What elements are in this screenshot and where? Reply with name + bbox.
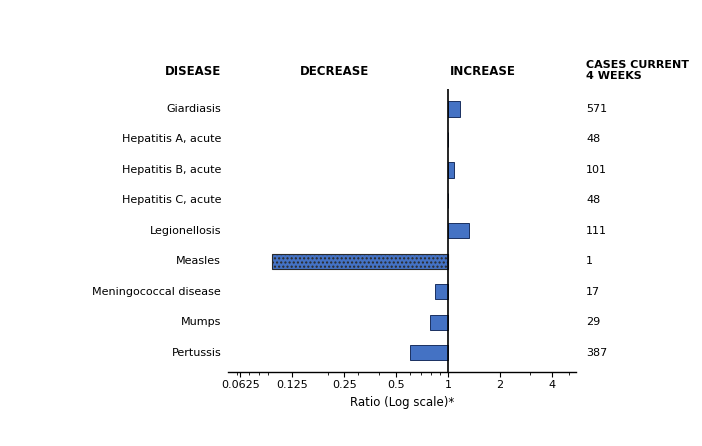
Text: Hepatitis A, acute: Hepatitis A, acute	[121, 134, 221, 145]
Text: 29: 29	[586, 317, 600, 327]
Text: DECREASE: DECREASE	[300, 65, 369, 78]
Text: 387: 387	[586, 347, 607, 358]
Text: 48: 48	[586, 195, 600, 205]
X-axis label: Ratio (Log scale)*: Ratio (Log scale)*	[350, 396, 454, 409]
Text: Giardiasis: Giardiasis	[166, 104, 221, 114]
Bar	[272, 254, 448, 269]
Text: 111: 111	[586, 226, 607, 236]
Text: 101: 101	[586, 165, 607, 175]
Bar	[448, 223, 469, 239]
Text: Measles: Measles	[176, 256, 221, 266]
Text: CASES CURRENT: CASES CURRENT	[586, 61, 689, 70]
Text: Meningococcal disease: Meningococcal disease	[93, 287, 221, 297]
Bar	[410, 345, 448, 360]
Text: 4 WEEKS: 4 WEEKS	[586, 71, 642, 81]
Bar	[448, 101, 461, 116]
Text: DISEASE: DISEASE	[165, 65, 221, 78]
Text: Mumps: Mumps	[180, 317, 221, 327]
Text: Legionellosis: Legionellosis	[150, 226, 221, 236]
Text: 17: 17	[586, 287, 600, 297]
Text: 1: 1	[586, 256, 593, 266]
Text: Hepatitis B, acute: Hepatitis B, acute	[121, 165, 221, 175]
Text: Hepatitis C, acute: Hepatitis C, acute	[121, 195, 221, 205]
Text: Pertussis: Pertussis	[171, 347, 221, 358]
Text: 571: 571	[586, 104, 607, 114]
Text: 48: 48	[586, 134, 600, 145]
Bar	[435, 284, 448, 299]
Text: INCREASE: INCREASE	[450, 65, 516, 78]
Bar	[430, 314, 448, 330]
Bar	[448, 162, 453, 178]
